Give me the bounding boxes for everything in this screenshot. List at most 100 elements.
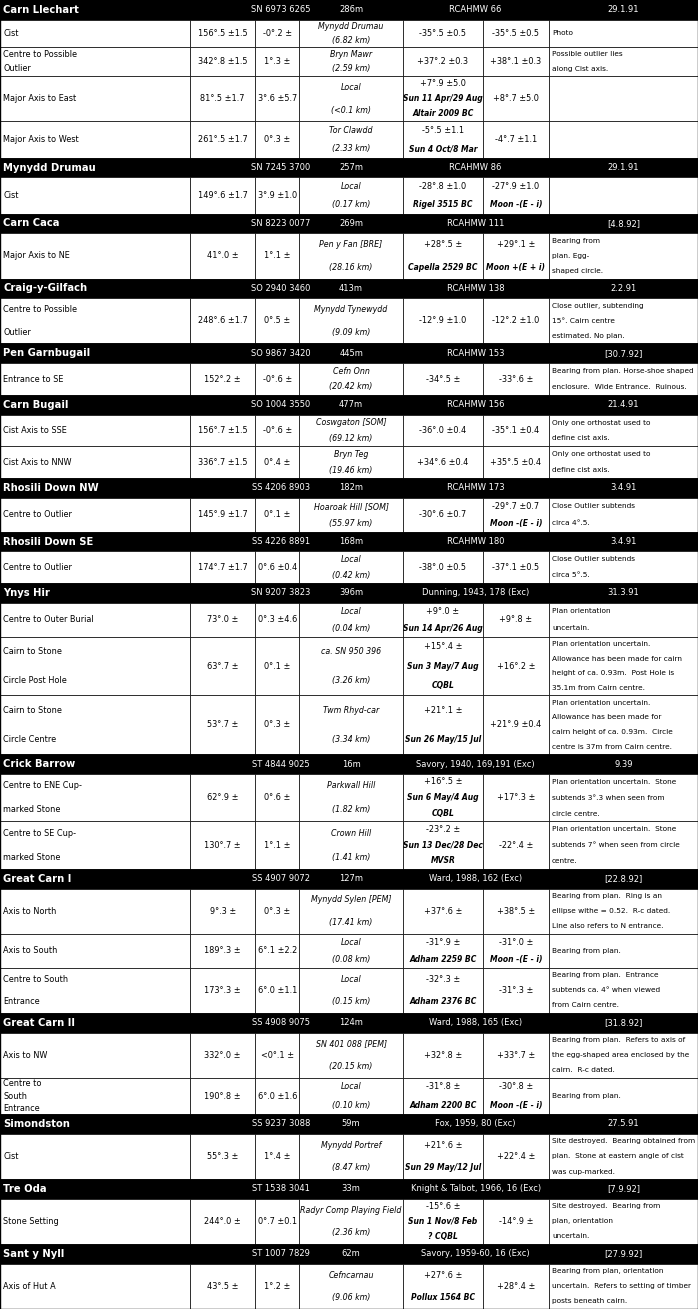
Bar [0, 933, 190, 967]
Text: -5°.5 ±1.1: -5°.5 ±1.1 [422, 126, 464, 135]
Text: Moon +(E + i): Moon +(E + i) [487, 263, 545, 272]
Text: Hoaroak Hill [SOM]: Hoaroak Hill [SOM] [313, 501, 389, 511]
Text: Axis to North: Axis to North [3, 907, 57, 916]
Text: +34°.6 ±0.4: +34°.6 ±0.4 [417, 458, 468, 466]
Bar [0, 478, 698, 497]
Text: 31.3.91: 31.3.91 [607, 589, 639, 597]
Text: Dunning, 1943, 178 (Exc): Dunning, 1943, 178 (Exc) [422, 589, 529, 597]
Text: 0°.5 ±: 0°.5 ± [265, 317, 290, 326]
Text: Simondston: Simondston [3, 1119, 70, 1128]
Bar [483, 298, 549, 343]
Text: RCAHMW 66: RCAHMW 66 [450, 5, 502, 14]
Text: Bryn Mawr: Bryn Mawr [330, 50, 372, 59]
Text: (9.09 km): (9.09 km) [332, 327, 370, 336]
Text: 6°.0 ±1.1: 6°.0 ±1.1 [258, 986, 297, 995]
Text: Crown Hill: Crown Hill [331, 829, 371, 838]
Bar [483, 1077, 549, 1114]
Text: ? CQBL: ? CQBL [428, 1232, 458, 1241]
Text: Close Outlier subtends: Close Outlier subtends [552, 503, 635, 509]
Bar [0, 754, 698, 774]
Bar [299, 695, 403, 754]
Bar [299, 298, 403, 343]
Text: Close outlier, subtending: Close outlier, subtending [552, 302, 644, 309]
Text: 63°.7 ±: 63°.7 ± [207, 661, 239, 670]
Bar [0, 1114, 698, 1134]
Bar [483, 364, 549, 395]
Bar [483, 551, 549, 583]
Bar [0, 343, 698, 364]
Text: -23°.2 ±: -23°.2 ± [426, 825, 460, 834]
Text: cairn.  R-c dated.: cairn. R-c dated. [552, 1067, 615, 1073]
Bar [190, 298, 255, 343]
Text: [30.7.92]: [30.7.92] [604, 350, 642, 357]
Bar [0, 636, 190, 695]
Text: 41°.0 ±: 41°.0 ± [207, 251, 239, 260]
Text: +29°.1 ±: +29°.1 ± [497, 240, 535, 249]
Text: 127m: 127m [339, 874, 363, 884]
Text: 1°.2 ±: 1°.2 ± [265, 1282, 290, 1291]
Text: Moon -(E - i): Moon -(E - i) [489, 1101, 542, 1110]
Text: Cefn Onn: Cefn Onn [333, 367, 369, 376]
Text: -12°.2 ±1.0: -12°.2 ±1.0 [492, 317, 540, 326]
Bar [0, 415, 190, 446]
Text: 149°.6 ±1.7: 149°.6 ±1.7 [198, 191, 248, 200]
Text: 156°.5 ±1.5: 156°.5 ±1.5 [198, 29, 248, 38]
Text: 248°.6 ±1.7: 248°.6 ±1.7 [198, 317, 248, 326]
Text: Centre to SE Cup-: Centre to SE Cup- [3, 829, 77, 838]
Bar [0, 1013, 698, 1033]
Text: 336°.7 ±1.5: 336°.7 ±1.5 [198, 458, 247, 466]
Bar [403, 178, 483, 213]
Text: Only one orthostat used to: Only one orthostat used to [552, 452, 651, 457]
Bar [403, 603, 483, 636]
Text: +38°.5 ±: +38°.5 ± [497, 907, 535, 916]
Text: (20.42 km): (20.42 km) [329, 382, 373, 391]
Text: Local: Local [341, 937, 362, 946]
Text: SO 1004 3550: SO 1004 3550 [251, 401, 311, 410]
Bar [549, 178, 698, 213]
Text: (2.36 km): (2.36 km) [332, 1228, 370, 1237]
Bar [403, 933, 483, 967]
Text: Sun 29 May/12 Jul: Sun 29 May/12 Jul [405, 1164, 481, 1173]
Bar [255, 364, 299, 395]
Text: SO 2940 3460: SO 2940 3460 [251, 284, 311, 293]
Bar [255, 497, 299, 531]
Bar [0, 446, 190, 478]
Bar [299, 233, 403, 279]
Bar [0, 1134, 190, 1179]
Bar [483, 497, 549, 531]
Text: Tor Clawdd: Tor Clawdd [329, 126, 373, 135]
Bar [549, 889, 698, 933]
Text: +37°.6 ±: +37°.6 ± [424, 907, 462, 916]
Bar [190, 446, 255, 478]
Bar [483, 774, 549, 822]
Text: Centre to Outlier: Centre to Outlier [3, 511, 73, 520]
Text: Centre to Outer Burial: Centre to Outer Burial [3, 615, 94, 624]
Text: +32°.8 ±: +32°.8 ± [424, 1051, 462, 1060]
Text: circa 5°.5.: circa 5°.5. [552, 572, 590, 579]
Text: -35°.5 ±0.5: -35°.5 ±0.5 [419, 29, 466, 38]
Text: Mynydd Tynewydd: Mynydd Tynewydd [315, 305, 387, 314]
Text: Line also refers to N entrance.: Line also refers to N entrance. [552, 923, 664, 929]
Text: Plan orientation uncertain.: Plan orientation uncertain. [552, 641, 651, 647]
Bar [190, 774, 255, 822]
Text: 1°.4 ±: 1°.4 ± [265, 1152, 290, 1161]
Text: Great Carn I: Great Carn I [3, 874, 72, 884]
Bar [190, 1077, 255, 1114]
Bar [0, 1244, 698, 1263]
Text: Altair 2009 BC: Altair 2009 BC [413, 110, 473, 118]
Text: Coswgaton [SOM]: Coswgaton [SOM] [315, 418, 387, 427]
Bar [255, 933, 299, 967]
Text: 16m: 16m [342, 759, 360, 768]
Text: 3°.6 ±5.7: 3°.6 ±5.7 [258, 94, 297, 103]
Text: Circle Centre: Circle Centre [3, 736, 57, 744]
Bar [0, 279, 698, 298]
Text: Local: Local [341, 555, 362, 564]
Text: -31°.8 ±: -31°.8 ± [426, 1083, 460, 1092]
Bar [0, 213, 698, 233]
Bar [0, 157, 698, 178]
Text: (9.06 km): (9.06 km) [332, 1293, 370, 1302]
Bar [0, 178, 190, 213]
Text: Adham 2376 BC: Adham 2376 BC [409, 997, 477, 1007]
Text: Mynydd Drumau: Mynydd Drumau [3, 162, 96, 173]
Bar [299, 551, 403, 583]
